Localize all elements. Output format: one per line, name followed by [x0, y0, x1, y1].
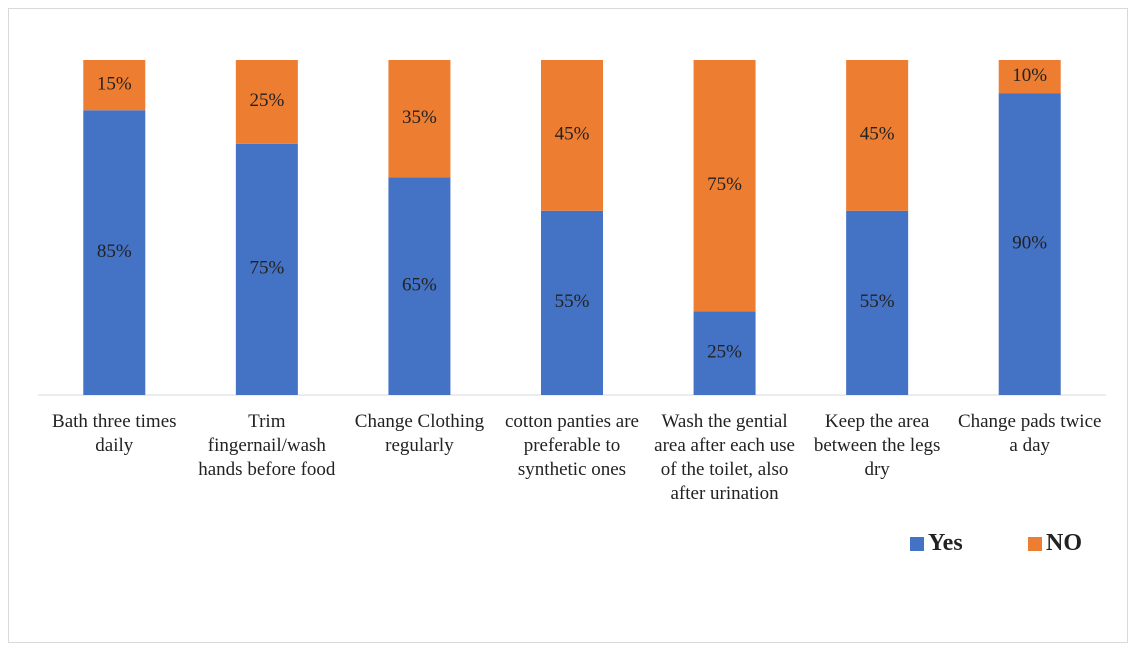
- data-label: 75%: [249, 258, 284, 279]
- bar-segment: [693, 311, 756, 395]
- bar-segment: [83, 110, 146, 395]
- bar-segment: [846, 210, 909, 395]
- bar-segment: [998, 60, 1061, 94]
- data-label: 75%: [707, 174, 742, 195]
- bar-segment: [235, 143, 298, 395]
- bar-segment: [83, 60, 146, 111]
- bar-segment: [693, 60, 756, 312]
- bar-segment: [541, 60, 603, 211]
- legend-label: NO: [1046, 530, 1082, 556]
- data-label: 25%: [707, 341, 742, 362]
- x-tick-label: Change Clothing regularly: [354, 411, 485, 456]
- data-label: 35%: [402, 107, 437, 128]
- legend-label: Yes: [928, 530, 963, 556]
- data-label: 15%: [97, 73, 132, 94]
- legend-entry: NO: [1028, 530, 1082, 557]
- x-tick-label: Wash the gential area after each use of …: [654, 411, 795, 504]
- data-label: 10%: [1012, 65, 1047, 86]
- bar-segment: [998, 93, 1061, 395]
- bar-segment: [235, 60, 298, 144]
- legend-entry: Yes: [910, 530, 963, 557]
- data-label: 90%: [1012, 233, 1047, 254]
- chart-frame: [8, 8, 1128, 643]
- x-tick-label: Trim fingernail/wash hands before food: [198, 411, 336, 480]
- data-label: 55%: [860, 291, 895, 312]
- data-label: 55%: [555, 291, 590, 312]
- x-tick-label: Bath three times daily: [52, 411, 177, 456]
- data-label: 65%: [402, 274, 437, 295]
- data-label: 85%: [97, 241, 132, 262]
- bar-segment: [541, 210, 603, 395]
- x-tick-label: Keep the area between the legs dry: [813, 411, 941, 480]
- bar-segment: [388, 60, 451, 178]
- data-label: 45%: [555, 124, 590, 145]
- x-tick-label: cotton panties are preferable to synthet…: [504, 411, 639, 480]
- x-tick-label: Change pads twice a day: [957, 411, 1102, 456]
- bar-segment: [388, 177, 451, 395]
- data-label: 45%: [860, 124, 895, 145]
- legend-swatch: [1028, 536, 1042, 551]
- legend-swatch: [910, 536, 924, 551]
- bar-segment: [846, 60, 909, 211]
- data-label: 25%: [249, 90, 284, 111]
